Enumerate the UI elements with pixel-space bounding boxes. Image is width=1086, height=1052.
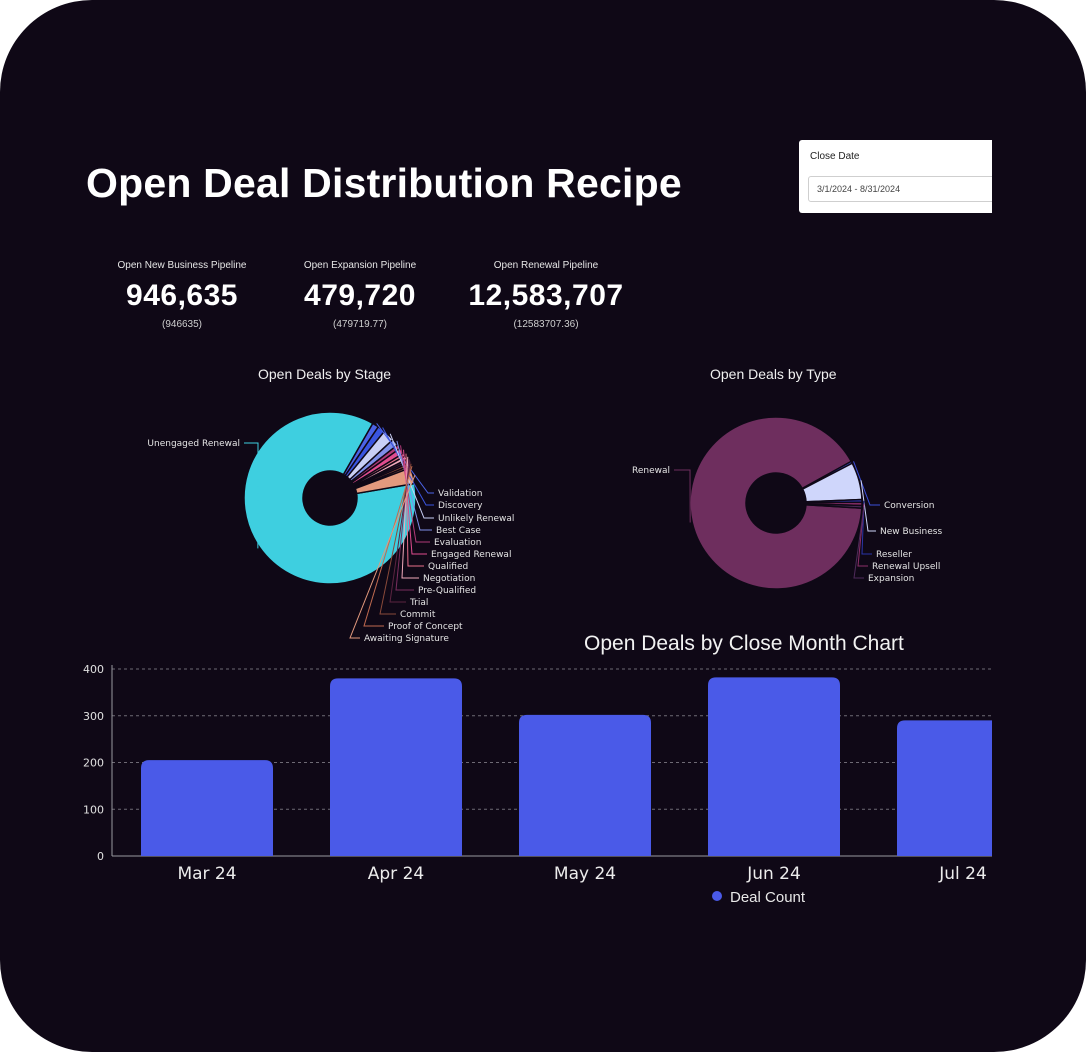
kpi-value: 479,720 [304, 279, 416, 312]
legend-label: Deal Count [730, 889, 806, 906]
x-tick-label: Jul 24 [938, 864, 987, 884]
donut-leader-line [349, 474, 416, 639]
donut-leader-line [363, 465, 413, 627]
donut-label-unlikely-renewal: Unlikely Renewal [438, 514, 514, 524]
donut-leader-line [860, 480, 876, 532]
donut-leader-line [853, 461, 880, 506]
close-month-bar-chart: 0 100 200 300 400 Mar 24 Apr 24 May 24 Jun 24 Jul… [83, 663, 992, 884]
donut-label-trial: Trial [409, 598, 428, 608]
kpi-value: 12,583,707 [468, 279, 624, 312]
donut-leader-line [861, 500, 872, 555]
bar-jun-24[interactable] [708, 677, 840, 856]
bar-chart-title: Open Deals by Close Month Chart [584, 632, 904, 655]
kpi-new-business: Open New Business Pipeline 946,635 (9466… [87, 260, 277, 330]
type-chart-title: Open Deals by Type [710, 366, 837, 382]
donut-leader-line [405, 453, 424, 567]
donut-leader-line [382, 427, 434, 506]
donut-leader-line [674, 469, 691, 523]
donut-label-proof-of-concept: Proof of Concept [388, 622, 463, 632]
kpi-raw-value: (479719.77) [333, 319, 387, 330]
kpi-raw-value: (12583707.36) [513, 319, 579, 330]
stage-donut-chart: Unengaged Renewal Validation Discovery Unli… [147, 411, 514, 644]
kpi-renewal: Open Renewal Pipeline 12,583,707 (125837… [451, 260, 641, 330]
donut-slice-awaiting-signature[interactable] [354, 466, 416, 495]
donut-label-negotiation: Negotiation [423, 574, 475, 584]
kpi-value: 946,635 [126, 279, 238, 312]
close-date-filter[interactable]: Close Date 3/1/2024 - 8/31/2024 [799, 140, 992, 213]
kpi-expansion: Open Expansion Pipeline 479,720 (479719.… [265, 260, 455, 330]
donut-leader-line [379, 463, 412, 615]
kpi-label: Open Renewal Pipeline [493, 260, 599, 271]
donut-label-unengaged-renewal: Unengaged Renewal [147, 439, 240, 449]
type-donut-chart: Renewal Conversion New Business Reseller Ren… [632, 416, 942, 590]
x-tick-label: Apr 24 [368, 864, 424, 884]
dashboard-content: Open Deal Distribution Recipe Close Date… [83, 140, 992, 906]
stage-chart-title: Open Deals by Stage [258, 366, 392, 382]
bar-mar-24[interactable] [141, 760, 273, 856]
y-tick-label: 300 [83, 710, 104, 723]
donut-slice-renewal[interactable] [689, 416, 863, 590]
donut-leader-line [389, 433, 434, 519]
bar-chart-legend[interactable]: Deal Count [712, 889, 805, 906]
donut-leader-line [857, 503, 868, 567]
y-tick-label: 100 [83, 803, 104, 816]
x-tick-label: Jun 24 [746, 864, 801, 884]
bar-jul-24[interactable] [897, 720, 992, 856]
donut-leader-line [389, 461, 411, 603]
donut-slice-expansion[interactable] [805, 503, 863, 509]
donut-label-expansion: Expansion [868, 574, 914, 584]
donut-label-validation: Validation [438, 489, 482, 499]
kpi-label: Open Expansion Pipeline [303, 260, 417, 271]
donut-label-pre-qualified: Pre-Qualified [418, 586, 476, 596]
donut-label-evaluation: Evaluation [434, 538, 482, 548]
donut-label-discovery: Discovery [438, 501, 483, 511]
legend-dot-icon [712, 891, 722, 901]
donut-slice-unengaged-renewal[interactable] [243, 411, 417, 585]
y-tick-label: 0 [97, 850, 104, 863]
y-tick-label: 200 [83, 757, 104, 770]
bar-may-24[interactable] [519, 714, 651, 856]
donut-label-best-case: Best Case [436, 526, 481, 536]
x-tick-label: Mar 24 [177, 864, 236, 884]
donut-label-new-business: New Business [880, 527, 942, 537]
x-tick-label: May 24 [554, 864, 616, 884]
page-title: Open Deal Distribution Recipe [86, 160, 682, 206]
bar-apr-24[interactable] [330, 678, 462, 856]
kpi-raw-value: (946635) [161, 319, 203, 330]
donut-leader-line [853, 506, 865, 579]
donut-label-reseller: Reseller [876, 550, 912, 560]
donut-label-renewal-upsell: Renewal Upsell [872, 562, 940, 572]
donut-leader-line [395, 459, 414, 591]
close-date-label: Close Date [810, 151, 860, 162]
kpi-label: Open New Business Pipeline [117, 260, 247, 271]
close-date-input[interactable]: 3/1/2024 - 8/31/2024 [808, 176, 992, 202]
donut-label-engaged-renewal: Engaged Renewal [431, 550, 511, 560]
donut-label-conversion: Conversion [884, 501, 934, 511]
donut-label-renewal: Renewal [632, 466, 670, 476]
donut-label-awaiting-signature: Awaiting Signature [364, 634, 449, 644]
donut-label-commit: Commit [400, 610, 436, 620]
y-tick-label: 400 [83, 663, 104, 676]
donut-label-qualified: Qualified [428, 562, 468, 572]
donut-leader-line [244, 442, 259, 549]
